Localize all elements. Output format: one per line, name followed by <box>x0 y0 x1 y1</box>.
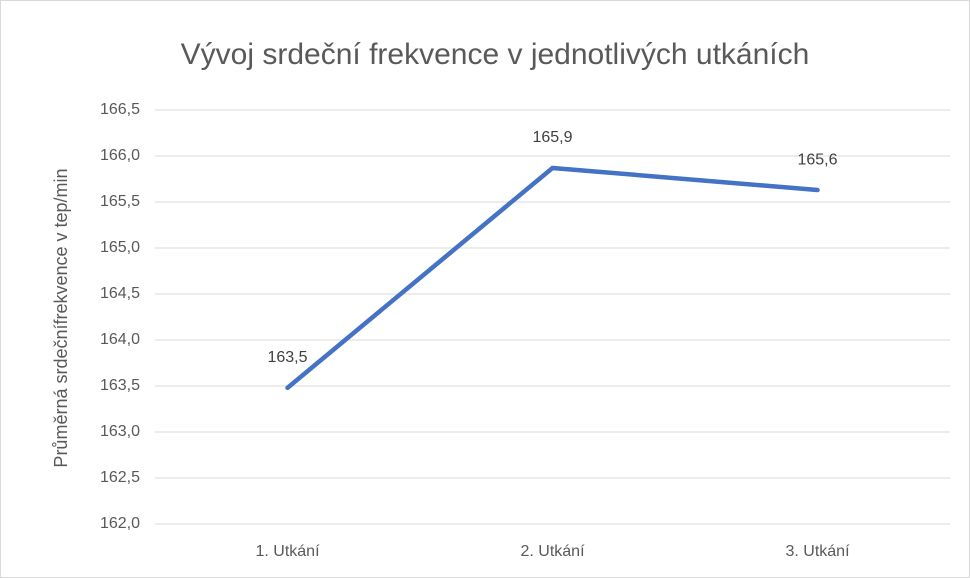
y-tick-label: 163,0 <box>100 423 140 440</box>
y-axis-label: Průměrná srdečnífrekvence v tep/min <box>51 168 71 467</box>
data-label: 165,6 <box>797 151 837 168</box>
data-label: 163,5 <box>267 349 307 366</box>
y-tick-label: 165,0 <box>100 239 140 256</box>
y-tick-label: 165,5 <box>100 193 140 210</box>
y-tick-label: 166,0 <box>100 147 140 164</box>
x-tick-label: 3. Utkání <box>785 543 850 560</box>
x-tick-label: 2. Utkání <box>520 543 585 560</box>
data-label: 165,9 <box>532 129 572 146</box>
chart-title: Vývoj srdeční frekvence v jednotlivých u… <box>181 38 810 71</box>
x-tick-label: 1. Utkání <box>255 543 320 560</box>
y-tick-label: 164,5 <box>100 285 140 302</box>
y-tick-label: 164,0 <box>100 331 140 348</box>
y-tick-label: 162,0 <box>100 515 140 532</box>
y-tick-label: 162,5 <box>100 469 140 486</box>
y-tick-label: 166,5 <box>100 101 140 118</box>
line-series <box>285 165 820 391</box>
y-tick-label: 163,5 <box>100 377 140 394</box>
